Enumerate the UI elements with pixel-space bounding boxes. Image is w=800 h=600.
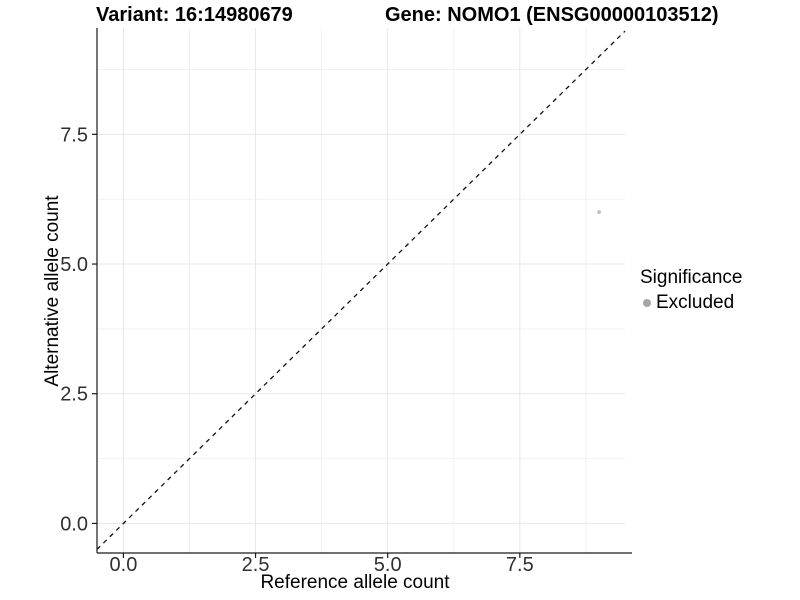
data-point — [597, 210, 602, 215]
y-tick-label: 7.5 — [60, 124, 88, 146]
x-tick-label: 2.5 — [242, 554, 270, 576]
legend-point-icon — [643, 299, 651, 307]
legend: Significance Excluded — [640, 266, 742, 314]
x-tick-label: 0.0 — [110, 554, 138, 576]
plot-title-gene: Gene: NOMO1 (ENSG00000103512) — [385, 4, 719, 26]
plot-title-variant: Variant: 16:14980679 — [96, 4, 293, 26]
y-tick-label: 5.0 — [60, 254, 88, 276]
x-tick-label: 7.5 — [506, 554, 534, 576]
legend-item-label: Excluded — [656, 292, 735, 313]
y-tick-label: 0.0 — [60, 513, 88, 535]
legend-title: Significance — [640, 267, 743, 288]
x-axis-title: Reference allele count — [260, 572, 450, 593]
legend-item-excluded: Excluded — [640, 292, 742, 314]
x-tick-label: 5.0 — [374, 554, 402, 576]
identity-dashed-line — [96, 30, 626, 550]
y-tick-label: 2.5 — [60, 384, 88, 406]
